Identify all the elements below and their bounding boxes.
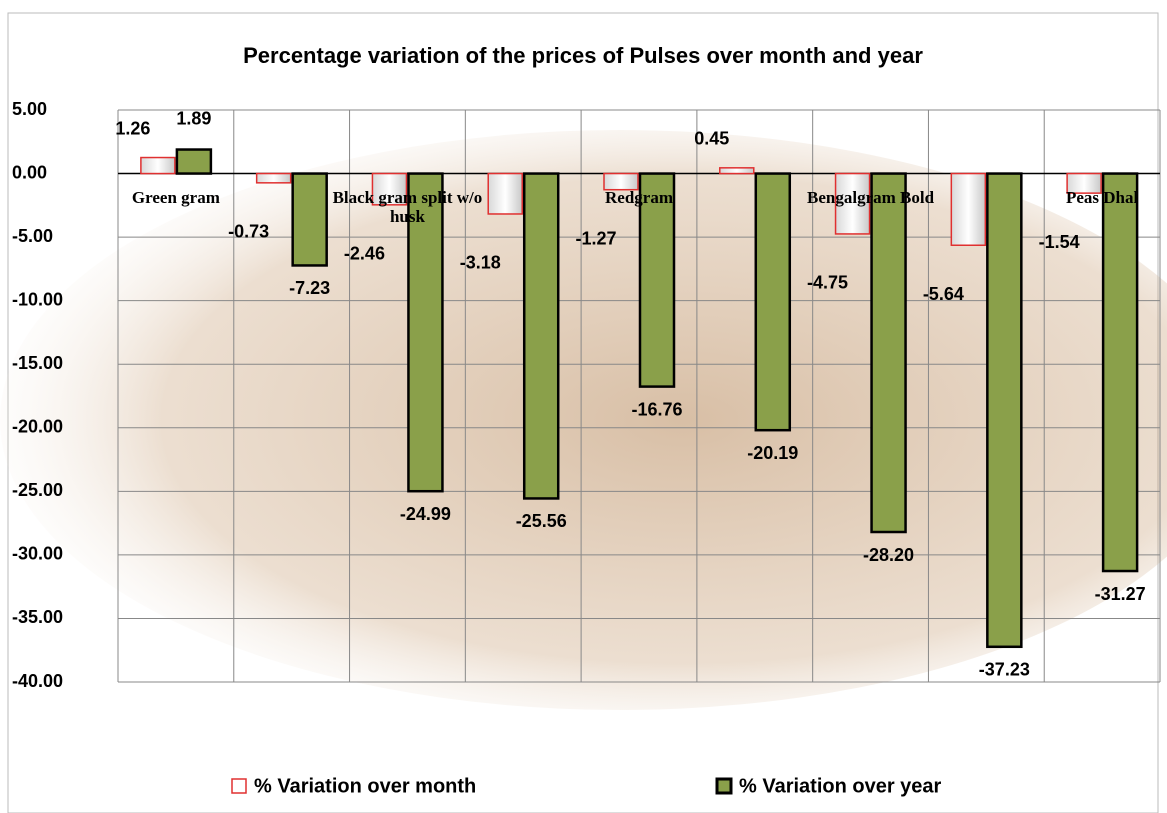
bar	[951, 174, 985, 246]
legend-swatch	[232, 779, 246, 793]
legend-label: % Variation over month	[254, 775, 476, 797]
y-tick-label: -5.00	[12, 226, 53, 246]
y-tick-label: -40.00	[12, 671, 63, 691]
data-label: -2.46	[344, 244, 385, 264]
x-tick-label: Peas Dhal	[1027, 188, 1167, 207]
y-tick-label: -35.00	[12, 607, 63, 627]
data-label: 1.89	[176, 108, 211, 128]
y-tick-label: 0.00	[12, 162, 47, 182]
legend-label: % Variation over year	[739, 775, 942, 797]
data-label: -37.23	[979, 660, 1030, 680]
data-label: -31.27	[1095, 584, 1146, 604]
bar	[488, 174, 522, 214]
bar	[177, 150, 211, 174]
bar	[141, 158, 175, 174]
data-label: -5.64	[923, 284, 964, 304]
x-tick-label-box: Redgram	[564, 188, 714, 238]
y-tick-label: -30.00	[12, 544, 63, 564]
y-tick-label: -25.00	[12, 480, 63, 500]
data-label: -7.23	[289, 278, 330, 298]
x-tick-label-box: Bengalgram Bold	[796, 188, 946, 238]
x-tick-label: Black gram split w/o husk	[332, 188, 482, 226]
y-tick-label: -20.00	[12, 417, 63, 437]
bar	[293, 174, 327, 266]
data-label: -25.56	[516, 511, 567, 531]
x-tick-label-box: Black gram split w/o husk	[332, 188, 482, 238]
data-label: 0.45	[694, 129, 729, 149]
legend-swatch	[717, 779, 731, 793]
x-tick-label: Bengalgram Bold	[796, 188, 946, 207]
data-label: -16.76	[631, 399, 682, 419]
chart-title: Percentage variation of the prices of Pu…	[243, 43, 923, 68]
bar	[720, 168, 754, 174]
data-label: -4.75	[807, 273, 848, 293]
data-label: -20.19	[747, 443, 798, 463]
data-label: 1.26	[115, 118, 150, 138]
bar	[257, 174, 291, 183]
data-label: -3.18	[460, 253, 501, 273]
x-tick-label: Green gram	[101, 188, 251, 207]
x-tick-label: Redgram	[564, 188, 714, 207]
data-label: -28.20	[863, 545, 914, 565]
x-tick-label-box: Green gram	[101, 188, 251, 238]
data-label: -24.99	[400, 504, 451, 524]
y-tick-label: -15.00	[12, 353, 63, 373]
y-tick-label: 5.00	[12, 99, 47, 119]
bar	[987, 174, 1021, 647]
x-tick-label-box: Peas Dhal	[1027, 188, 1167, 238]
y-tick-label: -10.00	[12, 289, 63, 309]
chart: Percentage variation of the prices of Pu…	[0, 0, 1167, 813]
bar	[524, 174, 558, 499]
bar	[756, 174, 790, 431]
